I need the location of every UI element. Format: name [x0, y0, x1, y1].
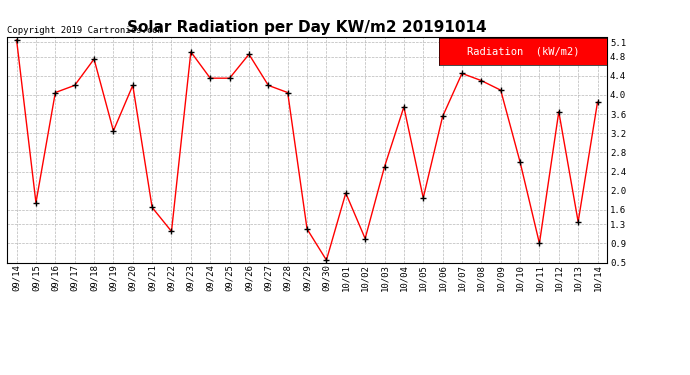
Text: Copyright 2019 Cartronics.com: Copyright 2019 Cartronics.com: [7, 26, 163, 35]
Title: Solar Radiation per Day KW/m2 20191014: Solar Radiation per Day KW/m2 20191014: [127, 20, 487, 35]
